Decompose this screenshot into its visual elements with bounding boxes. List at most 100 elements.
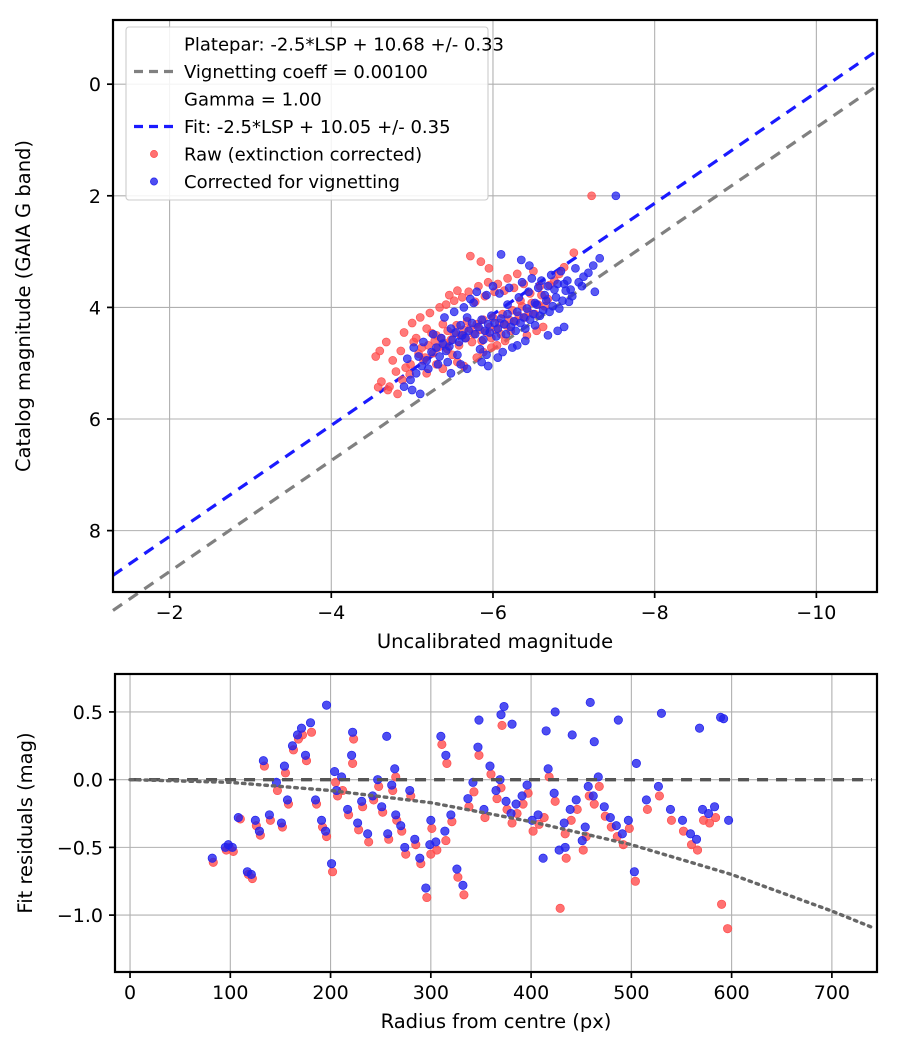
data-point (694, 723, 705, 733)
data-point (310, 795, 321, 805)
data-point (330, 766, 340, 777)
legend-label: Vignetting coeff = 0.00100 (184, 62, 428, 83)
data-point (410, 834, 420, 844)
data-point (520, 324, 530, 333)
data-point (406, 375, 415, 385)
data-point (569, 248, 579, 258)
x-axis-label: Uncalibrated magnitude (377, 630, 613, 653)
data-point (583, 781, 593, 791)
data-point (517, 791, 527, 801)
legend-entry[interactable]: Gamma = 1.00 (184, 90, 322, 111)
data-point (441, 750, 451, 760)
data-point (469, 787, 479, 797)
data-point (422, 356, 432, 365)
data-point (474, 750, 484, 760)
data-point (475, 344, 485, 354)
data-point (641, 795, 651, 805)
data-point (550, 796, 560, 806)
data-point (477, 315, 487, 325)
data-point (473, 742, 483, 752)
data-point (512, 307, 522, 317)
data-point (436, 731, 446, 741)
data-point (514, 293, 524, 302)
data-point (300, 750, 311, 760)
data-point (453, 872, 463, 882)
legend-marker-swatch (150, 177, 158, 186)
x-axis-label: Radius from centre (px) (381, 1010, 612, 1033)
data-point (425, 840, 435, 850)
data-point (503, 274, 512, 283)
data-point (665, 804, 676, 814)
data-point (520, 336, 530, 346)
data-point (425, 308, 435, 318)
data-point (452, 864, 462, 874)
data-point (399, 382, 409, 391)
data-point (415, 313, 425, 322)
data-point (623, 815, 633, 825)
axes-frame (111, 18, 879, 594)
x-tick-label: 300 (413, 982, 449, 1004)
data-point (276, 818, 286, 828)
data-point (512, 269, 522, 279)
data-point (476, 257, 486, 266)
legend-label: Platepar: -2.5*LSP + 10.68 +/- 0.33 (184, 35, 504, 56)
data-point (405, 785, 415, 796)
legend-label: Gamma = 1.00 (184, 90, 322, 111)
data-point (382, 731, 392, 741)
data-point (594, 781, 604, 791)
y-axis-label: Catalog magnitude (GAIA G band) (12, 140, 35, 472)
data-point (498, 347, 508, 357)
data-point (504, 283, 514, 293)
data-point (530, 320, 540, 330)
data-point (543, 764, 553, 774)
data-point (396, 821, 406, 831)
x-tick-label: 200 (312, 982, 348, 1004)
data-point (705, 818, 715, 828)
data-point (577, 281, 587, 291)
data-point (484, 263, 494, 273)
data-point (279, 761, 289, 771)
x-tick-label: 700 (814, 982, 850, 1004)
legend-entry[interactable]: Corrected for vignetting (150, 172, 400, 193)
data-point (446, 368, 456, 378)
data-point (530, 298, 540, 308)
data-point (292, 730, 303, 740)
data-point (533, 810, 543, 820)
x-tick-label: 100 (212, 982, 248, 1004)
data-point (348, 758, 358, 768)
data-point (507, 818, 517, 828)
data-point (595, 253, 605, 263)
data-point (565, 804, 575, 814)
data-point (422, 324, 432, 333)
data-point (630, 876, 640, 886)
data-point (538, 322, 548, 332)
legend-entry[interactable]: Platepar: -2.5*LSP + 10.68 +/- 0.33 (184, 35, 504, 56)
data-point (589, 737, 599, 747)
data-point (432, 343, 441, 352)
data-point (629, 867, 639, 877)
data-point (422, 892, 432, 903)
data-point (467, 337, 477, 347)
data-point (246, 869, 256, 880)
data-point (611, 821, 621, 831)
data-point (407, 318, 417, 328)
data-point (477, 357, 487, 367)
legend-entry[interactable]: Vignetting coeff = 0.00100 (134, 62, 428, 83)
data-point (528, 826, 538, 836)
legend-entry[interactable]: Raw (extinction corrected) (150, 145, 422, 166)
y-tick-label: 0.0 (73, 770, 103, 792)
data-point (503, 300, 512, 309)
data-point (543, 330, 553, 340)
data-point (642, 804, 652, 814)
data-point (611, 191, 621, 201)
data-point (347, 750, 357, 760)
data-point (511, 326, 520, 336)
data-point (653, 781, 663, 791)
data-point (556, 266, 566, 276)
data-point (449, 307, 459, 317)
data-point (617, 829, 627, 839)
data-point (441, 836, 451, 846)
data-point (512, 340, 522, 350)
legend-entry[interactable]: Fit: -2.5*LSP + 10.05 +/- 0.35 (134, 117, 451, 138)
